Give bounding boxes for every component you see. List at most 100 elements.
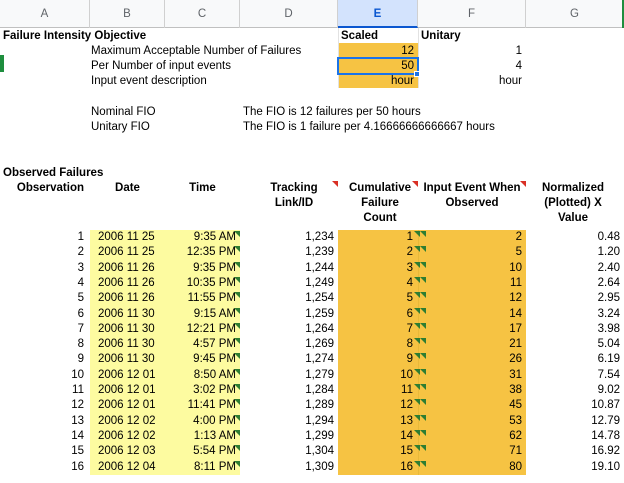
normalized-cell[interactable]: 3.98 xyxy=(597,322,620,335)
observation-cell[interactable]: 11 xyxy=(72,384,84,396)
tracking-cell[interactable]: 1,294 xyxy=(305,414,334,427)
note-marker[interactable] xyxy=(414,246,420,253)
note-marker[interactable] xyxy=(234,322,240,329)
normalized-cell[interactable]: 3.24 xyxy=(597,307,620,320)
time-cell[interactable]: 12:21 PM xyxy=(186,322,236,335)
count-cell[interactable]: 11 xyxy=(401,384,413,396)
note-marker[interactable] xyxy=(234,445,240,452)
fill-handle[interactable] xyxy=(414,71,420,77)
input-events-scaled[interactable]: 50 xyxy=(401,60,414,72)
note-marker[interactable] xyxy=(414,307,420,314)
count-cell[interactable]: 12 xyxy=(400,399,413,412)
count-cell[interactable]: 10 xyxy=(400,368,413,381)
note-marker[interactable] xyxy=(420,368,426,375)
tracking-cell[interactable]: 1,279 xyxy=(305,368,334,381)
time-cell[interactable]: 4:00 PM xyxy=(193,414,236,427)
count-cell[interactable]: 8 xyxy=(406,338,413,351)
date-cell[interactable]: 2006 11 30 xyxy=(98,338,155,351)
note-marker[interactable] xyxy=(420,460,426,467)
count-cell[interactable]: 5 xyxy=(406,292,413,305)
count-cell[interactable]: 6 xyxy=(406,307,413,320)
observation-cell[interactable]: 9 xyxy=(77,353,84,366)
count-cell[interactable]: 2 xyxy=(406,246,413,259)
input-event-cell[interactable]: 14 xyxy=(509,307,522,320)
observation-cell[interactable]: 8 xyxy=(77,338,84,351)
tracking-cell[interactable]: 1,299 xyxy=(305,429,334,442)
comment-marker[interactable] xyxy=(520,181,526,187)
tracking-cell[interactable]: 1,289 xyxy=(305,399,334,412)
normalized-cell[interactable]: 16.92 xyxy=(591,445,620,458)
time-cell[interactable]: 1:13 AM xyxy=(193,429,236,442)
tracking-cell[interactable]: 1,304 xyxy=(305,445,334,458)
input-event-cell[interactable]: 71 xyxy=(509,445,522,458)
column-header-f[interactable]: F xyxy=(418,0,526,28)
note-marker[interactable] xyxy=(414,368,420,375)
note-marker[interactable] xyxy=(234,399,240,406)
tracking-cell[interactable]: 1,269 xyxy=(305,338,334,351)
count-cell[interactable]: 4 xyxy=(406,276,413,289)
normalized-cell[interactable]: 9.02 xyxy=(597,384,620,396)
observation-cell[interactable]: 14 xyxy=(71,429,84,442)
note-marker[interactable] xyxy=(414,231,420,237)
time-cell[interactable]: 10:35 PM xyxy=(186,276,236,289)
observation-cell[interactable]: 4 xyxy=(77,276,84,289)
note-marker[interactable] xyxy=(414,292,420,299)
observation-cell[interactable]: 3 xyxy=(77,261,84,274)
normalized-cell[interactable]: 6.19 xyxy=(597,353,620,366)
note-marker[interactable] xyxy=(234,307,240,314)
count-cell[interactable]: 9 xyxy=(406,353,413,366)
date-cell[interactable]: 2006 12 01 xyxy=(98,368,156,381)
time-cell[interactable]: 9:45 PM xyxy=(193,353,236,366)
note-marker[interactable] xyxy=(234,368,240,375)
observation-cell[interactable]: 16 xyxy=(71,460,84,473)
observation-cell[interactable]: 13 xyxy=(71,414,84,427)
input-event-cell[interactable]: 26 xyxy=(509,353,522,366)
input-event-cell[interactable]: 11 xyxy=(510,276,522,289)
normalized-cell[interactable]: 2.64 xyxy=(597,276,620,289)
count-cell[interactable]: 15 xyxy=(400,445,413,458)
input-events-unitary[interactable]: 4 xyxy=(515,60,522,72)
tracking-cell[interactable]: 1,244 xyxy=(305,261,334,274)
note-marker[interactable] xyxy=(414,399,420,406)
input-event-cell[interactable]: 31 xyxy=(509,368,522,381)
max-failures-unitary[interactable]: 1 xyxy=(515,45,522,57)
column-header-e[interactable]: E xyxy=(338,0,418,28)
observation-cell[interactable]: 7 xyxy=(77,322,84,335)
column-header-g[interactable]: G xyxy=(526,0,624,28)
normalized-cell[interactable]: 12.79 xyxy=(591,414,620,427)
input-event-cell[interactable]: 5 xyxy=(515,246,522,259)
note-marker[interactable] xyxy=(420,445,426,452)
input-event-cell[interactable]: 10 xyxy=(509,261,522,274)
date-cell[interactable]: 2006 11 26 xyxy=(98,276,155,289)
input-event-cell[interactable]: 62 xyxy=(509,429,522,442)
input-event-cell[interactable]: 2 xyxy=(515,231,522,243)
note-marker[interactable] xyxy=(414,445,420,452)
time-cell[interactable]: 8:11 PM xyxy=(194,460,236,473)
note-marker[interactable] xyxy=(234,429,240,436)
normalized-cell[interactable]: 5.04 xyxy=(597,338,620,351)
tracking-cell[interactable]: 1,264 xyxy=(305,322,334,335)
date-cell[interactable]: 2006 12 04 xyxy=(98,460,156,473)
note-marker[interactable] xyxy=(420,384,426,390)
note-marker[interactable] xyxy=(234,292,240,299)
note-marker[interactable] xyxy=(234,261,240,268)
input-event-cell[interactable]: 21 xyxy=(509,338,522,351)
note-marker[interactable] xyxy=(414,414,420,421)
note-marker[interactable] xyxy=(414,322,420,329)
event-description-scaled[interactable]: hour xyxy=(390,75,414,87)
observation-cell[interactable]: 5 xyxy=(77,292,84,305)
comment-marker[interactable] xyxy=(332,181,338,187)
tracking-cell[interactable]: 1,254 xyxy=(305,292,334,305)
time-cell[interactable]: 11:55 PM xyxy=(187,292,236,305)
date-cell[interactable]: 2006 11 30 xyxy=(98,307,155,320)
normalized-cell[interactable]: 10.87 xyxy=(591,399,620,412)
column-header-b[interactable]: B xyxy=(90,0,165,28)
tracking-cell[interactable]: 1,274 xyxy=(305,353,334,366)
count-cell[interactable]: 3 xyxy=(406,261,413,274)
date-cell[interactable]: 2006 11 25 xyxy=(98,231,155,243)
date-cell[interactable]: 2006 12 03 xyxy=(98,445,156,458)
count-cell[interactable]: 14 xyxy=(400,429,413,442)
input-event-cell[interactable]: 12 xyxy=(509,292,522,305)
input-event-cell[interactable]: 17 xyxy=(509,322,522,335)
note-marker[interactable] xyxy=(414,338,420,345)
